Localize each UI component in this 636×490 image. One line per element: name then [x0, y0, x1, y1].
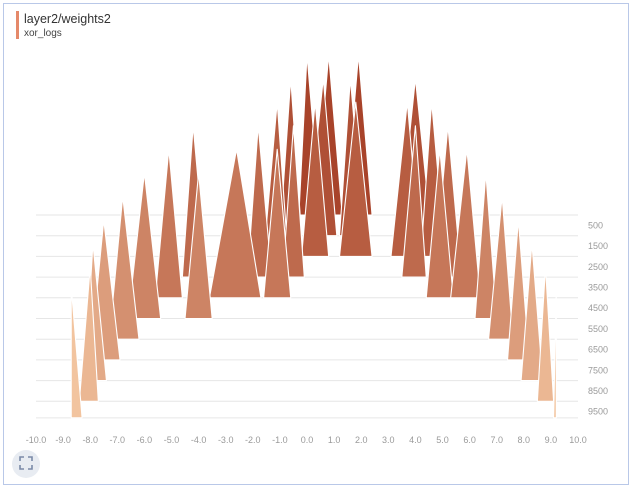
histogram-ridge — [425, 148, 454, 299]
step-tick-label: 1500 — [588, 241, 608, 251]
step-tick-label: 9500 — [588, 407, 608, 417]
value-tick-label: -4.0 — [191, 435, 207, 445]
value-tick-label: 4.0 — [409, 435, 422, 445]
histogram-ridge — [70, 286, 83, 419]
value-tick-label: 10.0 — [569, 435, 587, 445]
step-tick-label: 4500 — [588, 303, 608, 313]
histogram-ridge — [536, 266, 555, 402]
histogram-ridge — [78, 266, 99, 402]
step-tick-label: 5500 — [588, 324, 608, 334]
value-tick-label: -7.0 — [110, 435, 126, 445]
value-tick-label: 9.0 — [545, 435, 558, 445]
run-color-swatch — [16, 11, 19, 39]
value-tick-label: -2.0 — [245, 435, 261, 445]
value-tick-label: 2.0 — [355, 435, 368, 445]
value-tick-label: 5.0 — [436, 435, 449, 445]
step-tick-label: 3500 — [588, 282, 608, 292]
value-axis: -10.0 -9.0 -8.0 -7.0 -6.0 -5.0 -4.0 -3.0 -2.0 -1.… — [26, 435, 587, 445]
fullscreen-button[interactable] — [12, 450, 40, 478]
histogram-ridge — [520, 243, 544, 382]
value-tick-label: -5.0 — [164, 435, 180, 445]
step-tick-label: 7500 — [588, 365, 608, 375]
run-label: xor_logs — [24, 28, 62, 39]
step-tick-label: 6500 — [588, 345, 608, 355]
value-tick-label: 6.0 — [463, 435, 476, 445]
value-tick-label: 1.0 — [328, 435, 341, 445]
histogram-ridge — [488, 195, 514, 340]
histogram-ridge — [282, 125, 305, 278]
step-axis: 500 1500 2500 3500 4500 5500 6500 7500 8500 9500 — [588, 220, 608, 416]
histogram-ridge — [208, 148, 262, 299]
histogram-ridge — [553, 286, 557, 419]
value-tick-label: -3.0 — [218, 435, 234, 445]
histogram-ridge — [301, 101, 330, 257]
value-tick-label: -6.0 — [137, 435, 153, 445]
chart-title: layer2/weights2 — [24, 12, 111, 26]
value-tick-label: 7.0 — [490, 435, 503, 445]
histogram-ridge — [401, 125, 427, 278]
value-tick-label: 8.0 — [518, 435, 531, 445]
histogram-ridge — [450, 148, 481, 299]
fullscreen-icon — [19, 455, 33, 473]
histogram-ridge — [246, 125, 273, 278]
histogram-ridge — [184, 172, 213, 320]
histogram-ridge — [127, 172, 162, 320]
histogram-ridge — [154, 148, 183, 299]
step-tick-label: 2500 — [588, 262, 608, 272]
value-tick-label: -1.0 — [272, 435, 288, 445]
histogram-ridge — [338, 101, 373, 257]
histogram-ridge — [108, 195, 140, 340]
value-tick-label: -10.0 — [26, 435, 47, 445]
value-tick-label: -8.0 — [82, 435, 98, 445]
value-tick-label: -9.0 — [55, 435, 71, 445]
value-tick-label: 0.0 — [301, 435, 314, 445]
histogram-ridges — [70, 54, 557, 419]
histogram-ridge — [506, 219, 530, 361]
histogram-ridge — [474, 172, 498, 320]
step-tick-label: 500 — [588, 220, 603, 230]
step-tick-label: 8500 — [588, 386, 608, 396]
histogram-ridge — [263, 148, 292, 299]
value-tick-label: 3.0 — [382, 435, 395, 445]
